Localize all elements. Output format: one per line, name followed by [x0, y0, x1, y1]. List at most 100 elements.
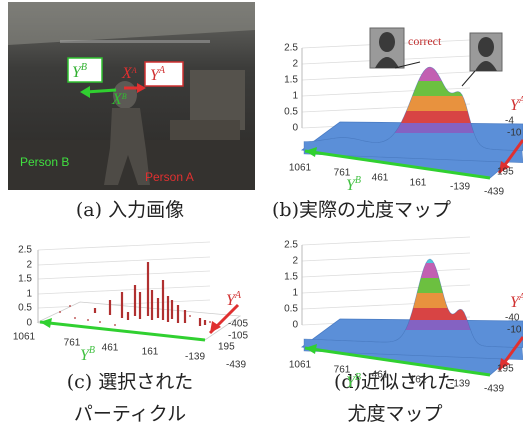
- annotation: correct: [408, 34, 442, 48]
- label-text: X: [121, 65, 133, 82]
- surface-band: [304, 81, 523, 96]
- x-tick-label: -439: [484, 384, 504, 395]
- x-tick-label: -139: [450, 182, 470, 193]
- x-tick-label: 161: [410, 178, 427, 189]
- axis-label-text: Y: [510, 97, 521, 114]
- particle-dot: [69, 305, 71, 307]
- z-tick-label: 0.5: [284, 304, 298, 315]
- axis-label-sup: B: [89, 345, 95, 356]
- particle-dot: [114, 324, 116, 326]
- z-tick-label: 1.5: [18, 274, 32, 285]
- side-tick-label: -40: [505, 313, 520, 324]
- axis-label-text: Y: [80, 347, 91, 364]
- axis-label-sup: A: [518, 95, 523, 106]
- side-tick-label: -10: [507, 325, 522, 336]
- particle-dot: [189, 315, 191, 317]
- silhouette-body: [475, 61, 497, 71]
- wall-grid-line: [301, 236, 471, 246]
- x-tick-label: 161: [410, 375, 427, 386]
- silhouette-head: [478, 37, 494, 57]
- particle-dot: [99, 321, 101, 323]
- label-sup: A: [131, 66, 137, 75]
- axis-arrow-b: [304, 149, 491, 180]
- x-tick-label: -439: [484, 187, 504, 198]
- axis-label-sup: B: [355, 175, 361, 186]
- axis-label-sup: A: [234, 290, 242, 301]
- x-tick-label: 461: [372, 173, 389, 184]
- label-sup: A: [158, 65, 166, 76]
- wall-grid-line: [37, 256, 211, 266]
- label-text: X: [111, 91, 123, 108]
- z-tick-label: 1: [292, 91, 298, 102]
- wall-grid-line: [301, 71, 471, 81]
- x-tick-label: 161: [142, 347, 159, 358]
- label-ya: YA: [150, 65, 166, 84]
- z-tick-label: 2: [292, 59, 298, 70]
- surface-band: [304, 123, 523, 133]
- axis-label-text: Y: [346, 374, 357, 391]
- axis-arrow-b: [304, 346, 491, 377]
- x-tick-label: 761: [334, 168, 351, 179]
- particle-dot: [59, 311, 61, 313]
- z-tick-label: 0: [292, 320, 298, 331]
- axis-label: YB: [80, 345, 95, 364]
- silhouette-body: [375, 57, 399, 68]
- panel-a: YB YA XA XB Person B Person A: [8, 2, 255, 190]
- axis-arrowhead-b: [305, 147, 317, 157]
- z-tick-label: 2.5: [18, 245, 32, 256]
- label-xa: XA: [121, 65, 137, 82]
- label-box-a: [144, 61, 184, 87]
- surface-band: [304, 320, 523, 330]
- wall-grid-line: [37, 285, 211, 295]
- ceiling: [8, 2, 255, 45]
- z-tick-label: 0.5: [284, 107, 298, 118]
- arrowhead-b: [80, 86, 90, 98]
- z-tick-label: 0: [292, 123, 298, 134]
- person-body: [104, 108, 150, 185]
- axis-label: YA: [226, 290, 242, 309]
- axis-arrow-b: [39, 320, 206, 342]
- rail: [60, 40, 210, 43]
- label-xb: XB: [111, 91, 127, 108]
- side-tick-label: -10: [507, 128, 522, 139]
- axis-arrowhead-a: [499, 161, 510, 173]
- annotation-arrow: [394, 61, 421, 69]
- side-tick-label: 195: [218, 342, 235, 353]
- z-tick-label: 2: [292, 256, 298, 267]
- caption: (d)近似された: [334, 371, 456, 393]
- caption: パーティクル: [74, 403, 186, 425]
- surface-band: [304, 96, 523, 111]
- x-tick-label: 461: [102, 343, 119, 354]
- caption: (c) 選択された: [67, 371, 194, 393]
- surface-outline: [303, 66, 523, 164]
- z-tick-label: 2.5: [284, 43, 298, 54]
- wall-grid-line: [37, 241, 211, 251]
- side-tick-label: 195: [497, 364, 514, 375]
- z-tick-label: 0: [26, 318, 32, 329]
- surface-band: [304, 111, 523, 123]
- x-tick-label: 761: [64, 338, 81, 349]
- caption: 尤度マップ: [347, 403, 442, 425]
- z-tick-label: 1.5: [284, 75, 298, 86]
- particle-dot: [209, 321, 211, 323]
- plot-panel: 0 0.5 1 1.5 2 2.5 1061 761 461 161 -139 -439 -405-10…: [13, 241, 248, 371]
- z-tick-label: 2: [26, 260, 32, 271]
- wall-grid-line: [301, 284, 471, 294]
- wall-grid-line: [301, 252, 471, 262]
- label-yb: YB: [72, 62, 87, 81]
- axis-label: YB: [346, 175, 361, 194]
- axis-arrowhead-b: [40, 318, 52, 328]
- axis-label: YB: [346, 372, 361, 391]
- z-tick-label: 1.5: [284, 272, 298, 283]
- axis-label-text: Y: [226, 292, 237, 309]
- person-b-label: Person B: [20, 155, 69, 169]
- x-tick-label: -139: [450, 379, 470, 390]
- x-tick-label: -139: [185, 352, 205, 363]
- x-tick-label: -439: [226, 360, 246, 371]
- side-tick-label: 195: [497, 167, 514, 178]
- label-sup: B: [122, 92, 127, 101]
- z-tick-label: 0.5: [18, 303, 32, 314]
- x-tick-label: 1061: [289, 163, 312, 174]
- particle-dot: [74, 317, 76, 319]
